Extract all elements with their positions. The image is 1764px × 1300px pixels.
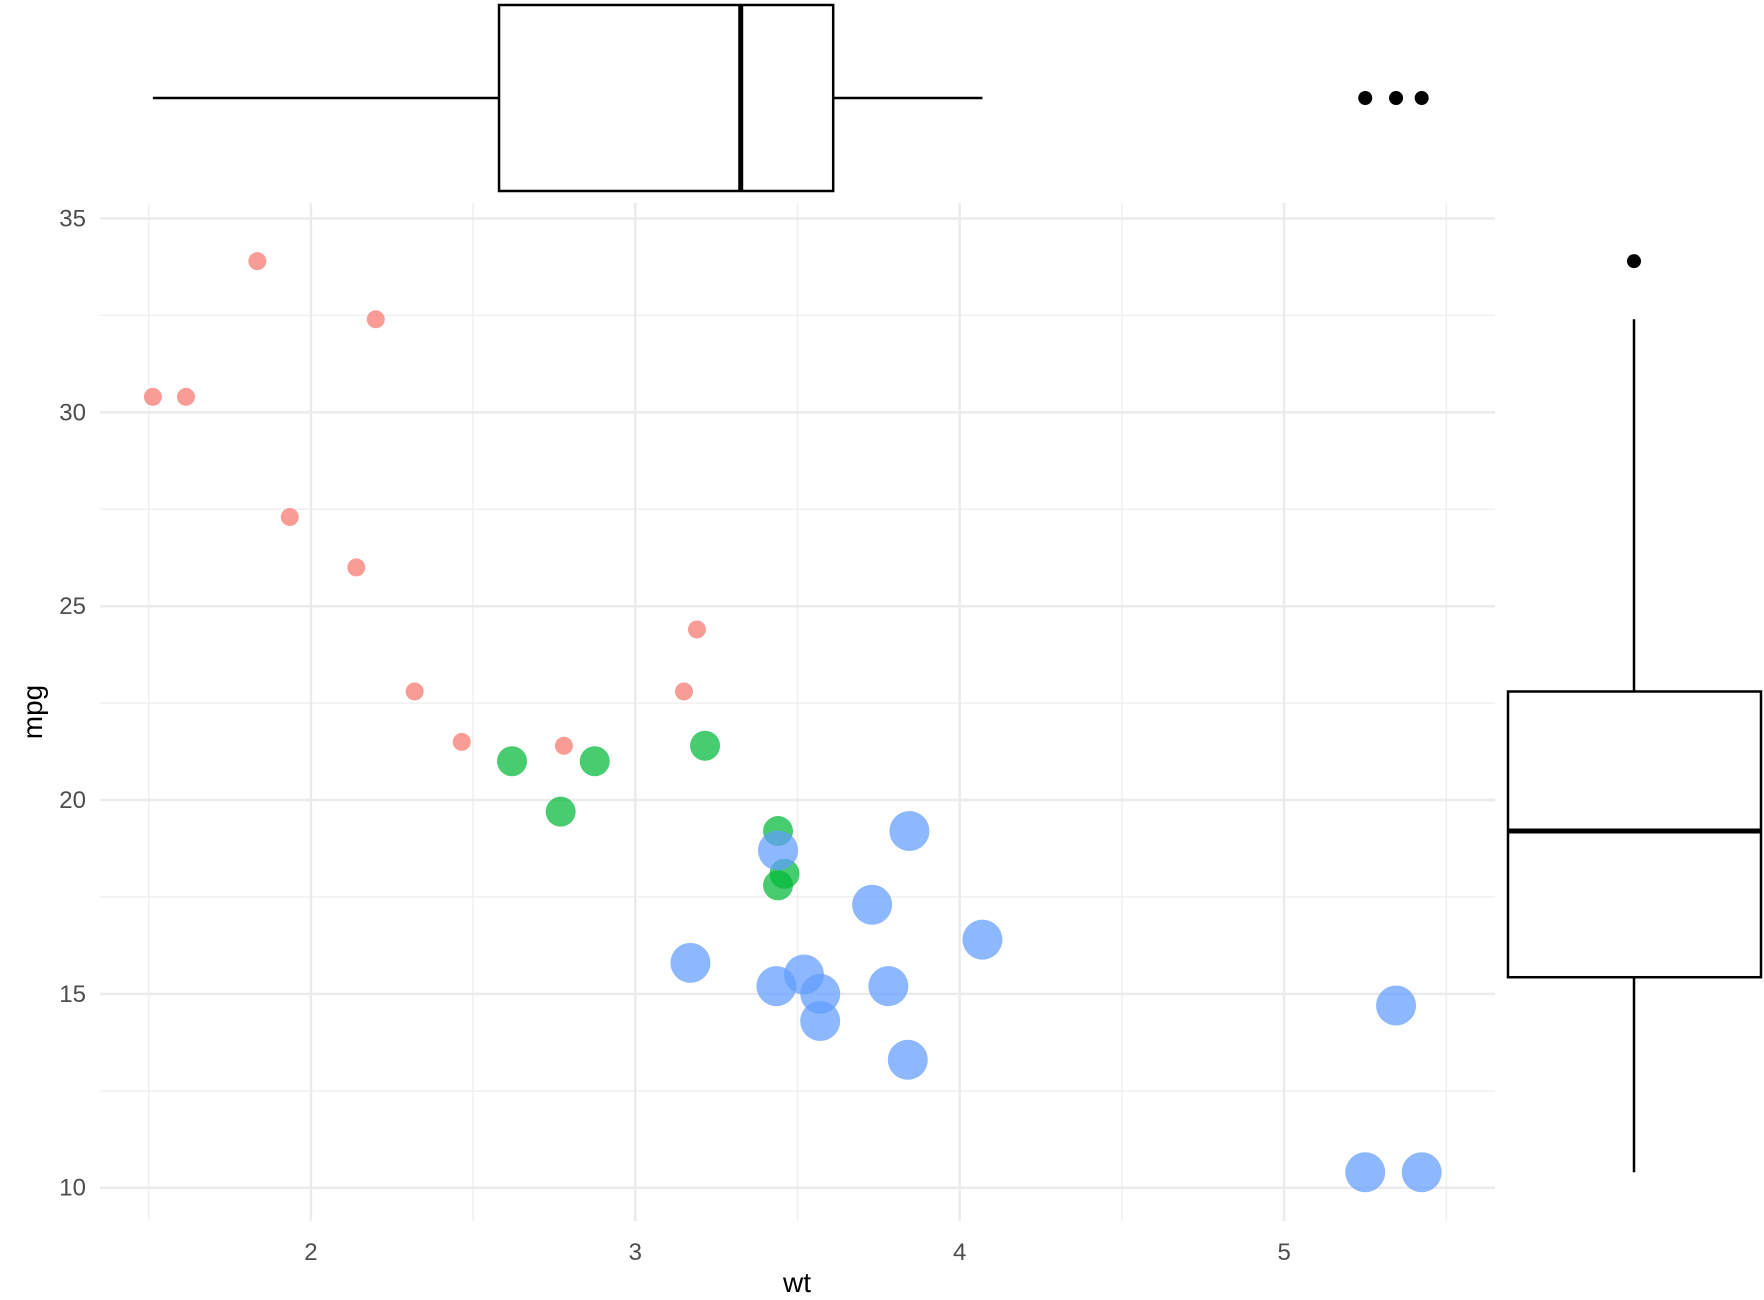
scatter-point [452, 732, 471, 751]
scatter-point [248, 252, 267, 271]
scatter-point [497, 746, 528, 777]
scatter-point [887, 1039, 928, 1080]
scatter-point [579, 746, 610, 777]
points-layer [143, 252, 1442, 1193]
grid-layer [100, 203, 1495, 1221]
scatter-point [1401, 1152, 1442, 1193]
scatter-point [800, 1001, 841, 1042]
y-tick-label: 20 [59, 787, 86, 814]
scatter-point [1345, 1152, 1386, 1193]
scatter-point [758, 830, 799, 871]
scatter-point [687, 620, 706, 639]
scatter-point [868, 966, 909, 1007]
scatter-point [674, 682, 693, 701]
scatter-point [545, 796, 576, 827]
y-tick-label: 15 [59, 981, 86, 1008]
tick-labels: 2 3 4 5 10 15 20 25 30 35 [59, 206, 1291, 1266]
scatter-point [962, 919, 1003, 960]
scatter-point [143, 387, 162, 406]
scatter-point [690, 730, 721, 761]
scatter-point [670, 942, 711, 983]
scatter-point [1376, 985, 1417, 1026]
y-axis-title: mpg [17, 685, 48, 739]
y-tick-label: 30 [59, 399, 86, 426]
x-tick-label: 2 [304, 1239, 317, 1266]
y-box-iqr [1506, 690, 1763, 979]
scatter-point [554, 736, 573, 755]
scatter-point [405, 682, 424, 701]
scatter-point [366, 310, 385, 329]
x-box-iqr [497, 3, 835, 193]
scatter-point [176, 387, 195, 406]
x-tick-label: 3 [629, 1239, 642, 1266]
scatter-point [280, 508, 299, 527]
y-tick-label: 10 [59, 1175, 86, 1202]
x-box-outlier [1414, 91, 1429, 105]
scatter-point [889, 811, 930, 852]
x-marginal-boxplot [152, 3, 1429, 193]
x-axis-title: wt [782, 1267, 811, 1298]
x-tick-label: 5 [1277, 1239, 1290, 1266]
x-box-outlier [1358, 91, 1373, 105]
x-tick-label: 4 [953, 1239, 966, 1266]
y-tick-label: 35 [59, 206, 86, 233]
y-box-outlier [1627, 254, 1641, 269]
scatter-point [852, 884, 893, 925]
y-marginal-boxplot [1506, 254, 1763, 1173]
x-box-outlier [1389, 91, 1404, 105]
y-tick-label: 25 [59, 593, 86, 620]
scatter-point [347, 558, 366, 577]
